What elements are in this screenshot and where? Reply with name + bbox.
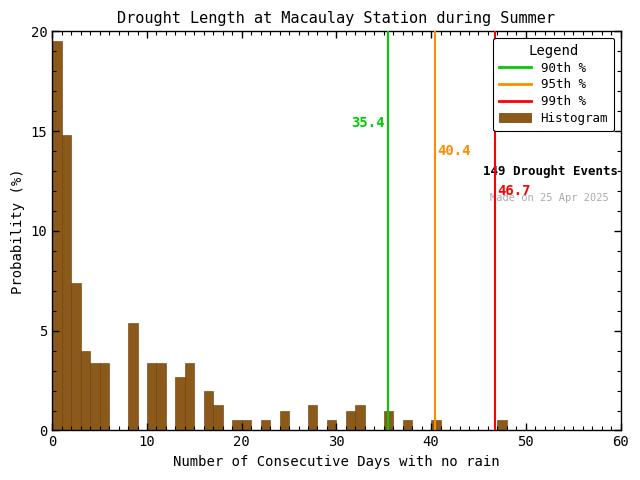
Bar	[497, 420, 507, 431]
Bar	[355, 405, 365, 431]
Y-axis label: Probability (%): Probability (%)	[11, 168, 25, 294]
Legend: 90th %, 95th %, 99th %, Histogram: 90th %, 95th %, 99th %, Histogram	[493, 38, 614, 131]
Text: 149 Drought Events: 149 Drought Events	[483, 165, 618, 178]
Bar	[204, 391, 213, 431]
Bar	[156, 362, 166, 431]
Bar	[175, 377, 185, 431]
Bar	[147, 362, 156, 431]
Bar	[431, 420, 440, 431]
Bar	[100, 362, 109, 431]
Bar	[90, 362, 100, 431]
Text: Made on 25 Apr 2025: Made on 25 Apr 2025	[490, 193, 609, 203]
Bar	[384, 410, 393, 431]
Bar	[71, 283, 81, 431]
Bar	[242, 420, 251, 431]
Bar	[128, 323, 138, 431]
Text: 46.7: 46.7	[497, 184, 531, 198]
Bar	[52, 41, 61, 431]
Title: Drought Length at Macaulay Station during Summer: Drought Length at Macaulay Station durin…	[117, 11, 556, 26]
Bar	[61, 135, 71, 431]
Text: 35.4: 35.4	[351, 116, 385, 130]
Bar	[232, 420, 242, 431]
Bar	[327, 420, 337, 431]
Bar	[81, 351, 90, 431]
Bar	[308, 405, 317, 431]
Bar	[213, 405, 223, 431]
Bar	[185, 362, 195, 431]
Bar	[403, 420, 412, 431]
Bar	[346, 410, 355, 431]
Bar	[260, 420, 270, 431]
Bar	[280, 410, 289, 431]
Text: 40.4: 40.4	[436, 144, 470, 158]
X-axis label: Number of Consecutive Days with no rain: Number of Consecutive Days with no rain	[173, 455, 500, 469]
